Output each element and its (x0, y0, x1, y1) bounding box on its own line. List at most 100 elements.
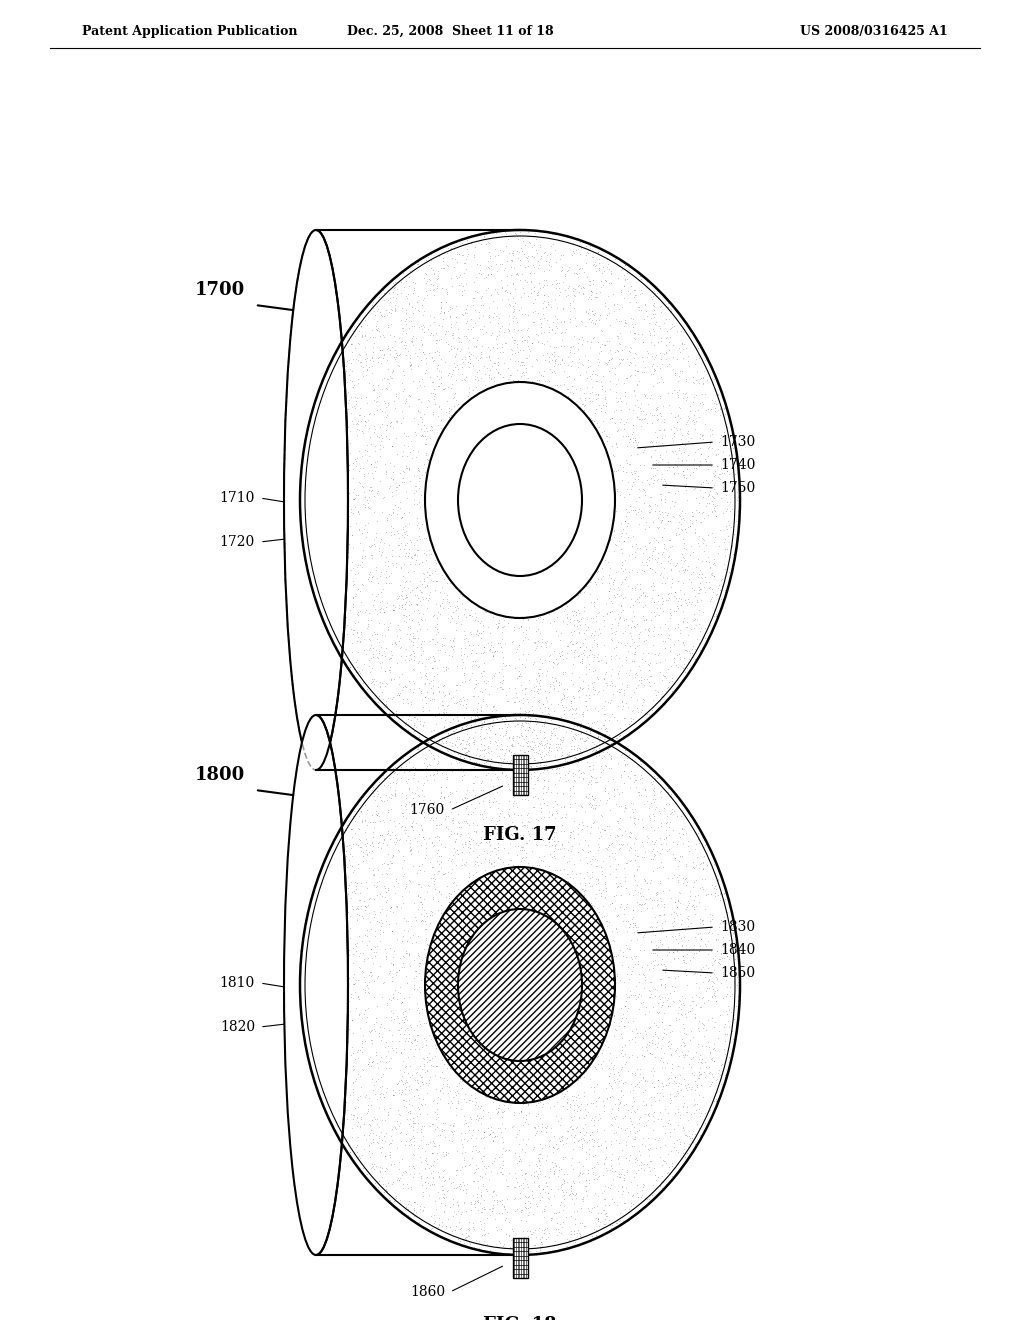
Point (478, 409, 495, 430)
Point (375, 972, 391, 993)
Point (627, 616, 643, 638)
Point (569, 444, 586, 465)
Point (458, 248, 474, 269)
Point (577, 430, 593, 451)
Point (430, 314, 446, 335)
Point (639, 954, 655, 975)
Point (333, 867, 349, 888)
Point (587, 302, 603, 323)
Point (676, 510, 692, 531)
Point (587, 697, 603, 718)
Point (463, 392, 479, 413)
Point (547, 587, 563, 609)
Point (582, 850, 598, 871)
Point (409, 862, 425, 883)
Point (564, 1110, 581, 1131)
Point (532, 364, 549, 385)
Point (632, 573, 648, 594)
Point (581, 873, 597, 894)
Point (374, 413, 390, 434)
Point (640, 1104, 656, 1125)
Point (461, 421, 477, 442)
Point (537, 834, 553, 855)
Point (462, 352, 478, 374)
Point (441, 883, 458, 904)
Point (413, 887, 429, 908)
Point (350, 956, 367, 977)
Point (446, 383, 463, 404)
Point (620, 640, 636, 661)
Point (428, 1056, 444, 1077)
Point (419, 1059, 435, 1080)
Point (503, 752, 519, 774)
Point (418, 1012, 434, 1034)
Point (663, 1044, 679, 1065)
Point (349, 909, 366, 931)
Point (510, 733, 526, 754)
Point (474, 305, 490, 326)
Point (666, 463, 682, 484)
Point (681, 1135, 697, 1156)
Point (545, 594, 561, 615)
Point (519, 579, 536, 601)
Point (399, 341, 416, 362)
Point (632, 1064, 648, 1085)
Point (625, 499, 641, 520)
Point (382, 416, 398, 437)
Point (310, 474, 327, 495)
Point (507, 223, 523, 244)
Point (591, 540, 607, 561)
Point (636, 362, 652, 383)
Point (500, 401, 516, 422)
Point (568, 1115, 585, 1137)
Point (449, 252, 465, 273)
Point (675, 1057, 691, 1078)
Point (659, 583, 676, 605)
Point (599, 734, 615, 755)
Point (616, 335, 633, 356)
Point (488, 385, 505, 407)
Point (682, 321, 698, 342)
Point (490, 661, 507, 682)
Point (652, 873, 669, 894)
Point (730, 956, 746, 977)
Point (449, 1080, 465, 1101)
Point (453, 331, 469, 352)
Point (433, 851, 450, 873)
Point (523, 226, 540, 247)
Point (418, 919, 434, 940)
Point (446, 430, 463, 451)
Point (686, 400, 702, 421)
Point (607, 986, 624, 1007)
Point (726, 932, 742, 953)
Point (368, 436, 384, 457)
Point (440, 407, 457, 428)
Point (633, 1155, 649, 1176)
Point (532, 236, 549, 257)
Point (399, 487, 416, 508)
Point (343, 334, 359, 355)
Point (548, 653, 564, 675)
Point (484, 701, 501, 722)
Point (439, 589, 456, 610)
Point (445, 325, 462, 346)
Point (592, 492, 608, 513)
Point (372, 677, 388, 698)
Point (392, 1084, 409, 1105)
Point (659, 781, 676, 803)
Point (631, 855, 647, 876)
Point (354, 422, 371, 444)
Point (616, 870, 633, 891)
Point (304, 451, 321, 473)
Point (432, 471, 449, 492)
Point (432, 428, 449, 449)
Point (343, 560, 359, 581)
Point (299, 466, 315, 487)
Point (417, 577, 433, 598)
Point (431, 729, 447, 750)
Point (606, 1122, 623, 1143)
Point (388, 384, 404, 405)
Point (720, 511, 736, 532)
Point (602, 577, 618, 598)
Point (629, 1073, 645, 1094)
